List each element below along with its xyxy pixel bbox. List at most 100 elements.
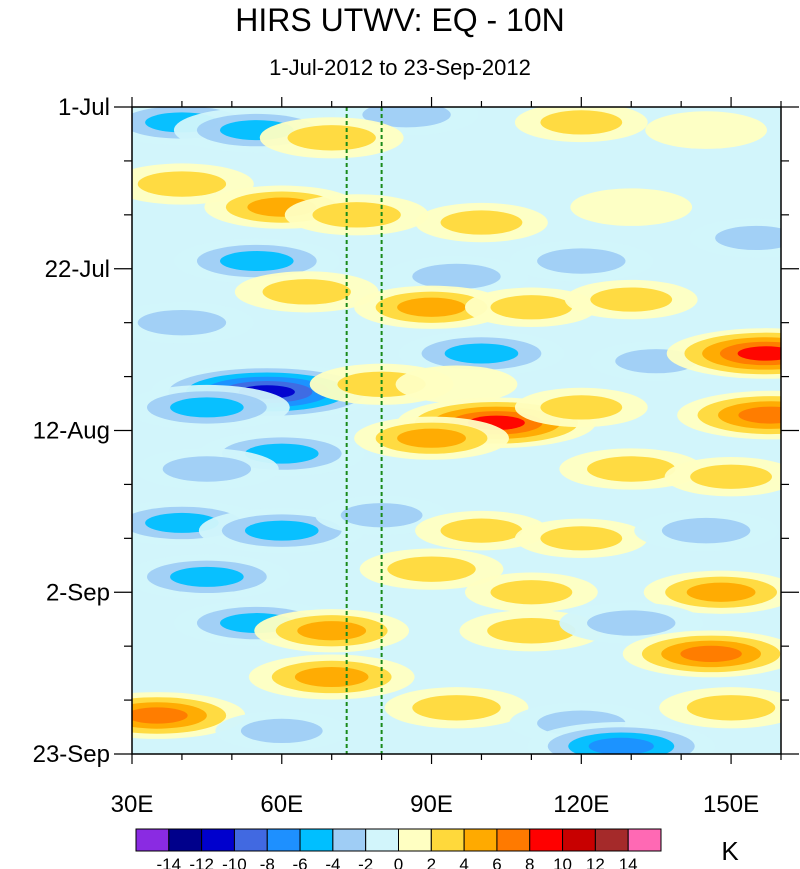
anomaly-contour (240, 718, 323, 743)
anomaly-contour (680, 645, 742, 662)
x-tick-label: 30E (111, 791, 154, 818)
anomaly-feature (415, 510, 548, 551)
colorbar-unit: K (721, 836, 739, 866)
colorbar-label: 12 (586, 855, 605, 869)
anomaly-feature (134, 448, 279, 490)
anomaly-contour (537, 248, 626, 274)
anomaly-feature (415, 202, 548, 243)
anomaly-feature (359, 548, 504, 590)
anomaly-contour (588, 737, 654, 754)
chart-title: HIRS UTWV: EQ - 10N (235, 2, 565, 38)
anomaly-feature (514, 107, 648, 143)
anomaly-feature (132, 384, 290, 430)
colorbar-label: -14 (157, 855, 182, 869)
anomaly-contour (690, 464, 772, 489)
anomaly-contour (412, 263, 501, 290)
anomaly-feature (395, 365, 518, 404)
anomaly-contour (570, 188, 693, 226)
reference-lines (345, 107, 383, 754)
anomaly-contour (397, 428, 466, 448)
anomaly-contour (440, 210, 523, 235)
colorbar-swatch (233, 828, 268, 852)
colorbar-label: -8 (260, 855, 275, 869)
colorbar-swatch (201, 828, 235, 852)
anomaly-feature (259, 117, 404, 159)
anomaly-feature (527, 722, 716, 754)
colorbar-label: 10 (553, 855, 572, 869)
colorbar-label: -4 (325, 855, 340, 869)
x-tick-label: 60E (260, 791, 303, 818)
colorbar-label: -2 (358, 855, 373, 869)
anomaly-contour (737, 346, 781, 361)
colorbar-label: -6 (293, 855, 308, 869)
anomaly-contour (170, 397, 244, 418)
anomaly-feature (132, 302, 254, 344)
anomaly-feature (622, 630, 781, 678)
colorbar-label: 6 (492, 855, 501, 869)
anomaly-contour (587, 610, 676, 636)
colorbar-label: -12 (189, 855, 214, 869)
y-tick-label: 1-Jul (58, 94, 110, 121)
anomaly-feature (132, 692, 246, 739)
anomaly-feature (248, 654, 415, 700)
anomaly-feature (634, 510, 779, 552)
colorbar-swatch (299, 828, 334, 852)
anomaly-feature (689, 218, 781, 258)
anomaly-feature (514, 387, 648, 428)
anomaly-contour (170, 566, 244, 587)
anomaly-contour (244, 520, 319, 541)
anomaly-contour (490, 295, 573, 320)
anomaly-contour (397, 297, 466, 317)
anomaly-feature (234, 271, 379, 313)
anomaly-feature (677, 390, 781, 440)
anomaly-contour (487, 618, 576, 644)
anomaly-contour (412, 695, 501, 721)
anomaly-contour (490, 580, 573, 605)
anomaly-contour (220, 251, 294, 272)
colorbar-swatch (529, 828, 564, 852)
anomaly-contour (540, 110, 623, 135)
anomaly-feature (645, 111, 768, 149)
colorbar-label: 4 (459, 855, 468, 869)
anomaly-feature (384, 687, 529, 729)
anomaly-contour (294, 666, 369, 687)
anomaly-feature (509, 240, 654, 282)
colorbar-label: 2 (427, 855, 436, 869)
anomaly-feature (284, 194, 429, 236)
anomaly-contour (395, 365, 518, 404)
anomaly-contour (162, 456, 252, 482)
colorbar-swatch (496, 828, 531, 852)
anomaly-feature (559, 602, 704, 644)
anomaly-contour (287, 125, 376, 151)
colorbar-swatch (398, 828, 432, 852)
anomaly-contour (387, 556, 476, 582)
colorbar-label: 0 (394, 855, 403, 869)
colorbar-label: -10 (222, 855, 247, 869)
anomaly-contour (132, 707, 188, 724)
anomaly-contour (137, 171, 227, 197)
colorbar-label: 8 (525, 855, 534, 869)
anomaly-feature (643, 570, 781, 614)
anomaly-feature (464, 572, 598, 612)
anomaly-feature (514, 518, 648, 559)
anomaly-feature (464, 287, 598, 327)
anomaly-feature (659, 687, 781, 729)
anomaly-contour (661, 517, 751, 544)
x-tick-label: 120E (553, 791, 609, 818)
anomaly-feature (564, 279, 698, 320)
anomaly-contour (645, 111, 768, 149)
anomaly-feature (132, 554, 290, 600)
colorbar-swatch (430, 828, 465, 852)
colorbar-swatch (266, 828, 301, 852)
colorbar-swatch (627, 828, 662, 852)
colorbar-swatch (463, 828, 498, 852)
anomaly-feature (354, 285, 509, 329)
anomaly-contour (297, 621, 367, 641)
anomaly-contour (312, 202, 401, 228)
x-tick-label: 150E (703, 791, 759, 818)
anomaly-field (132, 107, 781, 754)
colorbar-swatch (135, 828, 170, 852)
anomaly-contour (540, 526, 623, 551)
anomaly-feature (354, 416, 509, 460)
